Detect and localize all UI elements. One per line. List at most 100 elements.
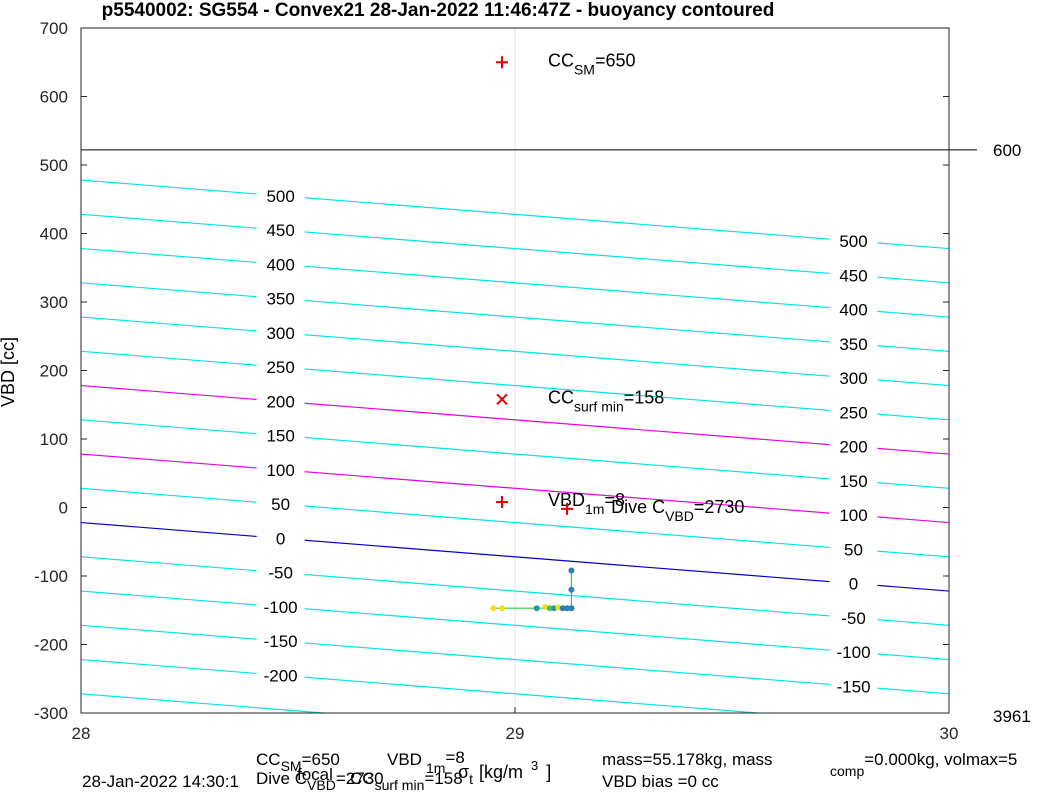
x-axis-label-base: σ (458, 762, 469, 782)
y-tick-label-300: 300 (40, 293, 68, 312)
cc-sm-label-value: =650 (595, 50, 636, 70)
contour-label-bg-r--150 (829, 676, 878, 697)
footer-cc-surf-min-post: =158 (424, 769, 462, 788)
contour-line--200 (81, 658, 766, 713)
contour-line-400 (81, 247, 949, 318)
footer-dive-c-post: =2730 (336, 769, 384, 788)
contour-label-l-200: 200 (266, 392, 294, 411)
vbd-1m-label: VBD1m=8 (548, 490, 625, 517)
footer-cc-sm: CCSM=650 (256, 750, 340, 774)
footer-dive-c-sub: VBD (307, 777, 336, 793)
footer-mass-comp-sub: comp (830, 763, 864, 779)
contour-label-r-200: 200 (839, 438, 867, 457)
right-tick-label-3961: 3961 (993, 707, 1031, 726)
contour-line--150 (81, 624, 949, 695)
contour-label-r-150: 150 (839, 472, 867, 491)
contour-label-bg-l--50 (256, 562, 305, 583)
dive-point (568, 605, 575, 612)
contour-label-r--50: -50 (841, 609, 866, 628)
contour-label-bg-r--50 (829, 607, 878, 628)
contour-label-r-300: 300 (839, 369, 867, 388)
contour-label-l-350: 350 (266, 290, 294, 309)
contour-label-bg-r-450 (829, 265, 878, 286)
contour-label-bg-r-300 (829, 368, 878, 389)
dive-c-vbd-label-pre: Dive C (611, 497, 665, 517)
contour-label-r-400: 400 (839, 301, 867, 320)
contour-label-bg-l-100 (256, 459, 305, 480)
contour-label-l--150: -150 (264, 632, 298, 651)
contour-line-250 (81, 350, 949, 421)
footer-date: 28-Jan-2022 14:30:1 (82, 772, 239, 791)
grid-layer (81, 28, 977, 713)
y-axis-label: VBD [cc] (0, 337, 18, 407)
contour-line--100 (81, 590, 949, 661)
contour-label-r--150: -150 (837, 677, 871, 696)
x-axis-label-sub: t (469, 771, 473, 787)
x-tick-label-30: 30 (940, 724, 959, 743)
vbd-1m-label-value: =8 (604, 490, 625, 510)
contour-line-450 (81, 213, 949, 284)
dive-point (546, 605, 553, 612)
contour-label-bg-l--200 (256, 665, 305, 686)
contour-label-l-250: 250 (266, 358, 294, 377)
y-tick-label-600: 600 (40, 88, 68, 107)
footer-cc-surf-min-sub: surf min (375, 777, 425, 793)
x-tick-label-28: 28 (72, 724, 91, 743)
contour-label-l-0: 0 (276, 529, 285, 548)
contour-label-l-150: 150 (266, 427, 294, 446)
footer-vbd-1m-pre: VBD (387, 750, 422, 769)
cc-surf-min-label-value: =158 (624, 387, 665, 407)
y-tick-label--100: -100 (34, 567, 68, 586)
contour-label-bg-l-500 (256, 185, 305, 206)
contour-label-bg-r--100 (829, 642, 878, 663)
dive-point (564, 605, 571, 612)
x-tick-label-29: 29 (506, 724, 525, 743)
footer-mass-comp: comp=0.000kg, volmax=5 (830, 750, 1017, 779)
contour-label-bg-l-150 (256, 425, 305, 446)
contour-label-r--100: -100 (837, 643, 871, 662)
contour-label-bg-r-0 (829, 573, 878, 594)
dive-point (490, 605, 497, 612)
contour-label-bg-r-500 (829, 231, 878, 252)
y-tick-label-700: 700 (40, 19, 68, 38)
contour-label-l--200: -200 (264, 666, 298, 685)
contour-label-l-500: 500 (266, 187, 294, 206)
axis-layer: -300 -200 -100 0 100 200 300 400 500 600 700 28 29 30… (34, 19, 1031, 743)
contour-line--50 (81, 556, 949, 626)
y-tick-label-200: 200 (40, 362, 68, 381)
contour-label-l--50: -50 (268, 564, 293, 583)
contour-label-bg-r-150 (829, 470, 878, 491)
contour-line-150 (81, 419, 949, 489)
x-axis-label-sup: 3 (531, 758, 538, 773)
contour-label-l-100: 100 (266, 461, 294, 480)
cc-surf-min-label: CCsurf min=158 (548, 387, 664, 414)
x-axis-label-unit: [kg/m (479, 762, 523, 782)
footer-vbd-bias: VBD bias =0 cc (602, 772, 719, 791)
footer-cc-sm-pre: CC (256, 750, 281, 769)
contour-line-0 (81, 521, 949, 592)
contour-label-l-400: 400 (266, 255, 294, 274)
contour-label-bg-l--150 (256, 631, 305, 652)
contour-label-bg-r-50 (829, 539, 878, 560)
y-tick-label--300: -300 (34, 704, 68, 723)
footer-mass: mass=55.178kg, mass (602, 750, 773, 769)
contour-line-500 (81, 179, 949, 250)
cc-sm-label: CCSM=650 (548, 50, 636, 77)
contour-line-50 (81, 487, 949, 558)
footer-cc-surf-min: CCsurf min=158 (350, 769, 463, 793)
cc-surf-min-marker-b (496, 393, 508, 405)
contour-label-bg-r-250 (829, 402, 878, 423)
x-axis-label-close: ] (546, 762, 551, 782)
right-tick-label-600: 600 (993, 141, 1021, 160)
y-tick-label-400: 400 (40, 225, 68, 244)
footer-vbd-1m: VBD 1m=8 (387, 748, 465, 776)
contour-label-l--100: -100 (264, 598, 298, 617)
contour-label-bg-l--100 (256, 596, 305, 617)
cc-sm-label-pre: CC (548, 50, 574, 70)
contour-label-r-100: 100 (839, 506, 867, 525)
contour-label-bg-l-250 (256, 357, 305, 378)
footer-cc-sm-post: =650 (302, 750, 340, 769)
cc-surf-min-label-sub: surf min (574, 398, 624, 414)
contour-label-r-250: 250 (839, 403, 867, 422)
